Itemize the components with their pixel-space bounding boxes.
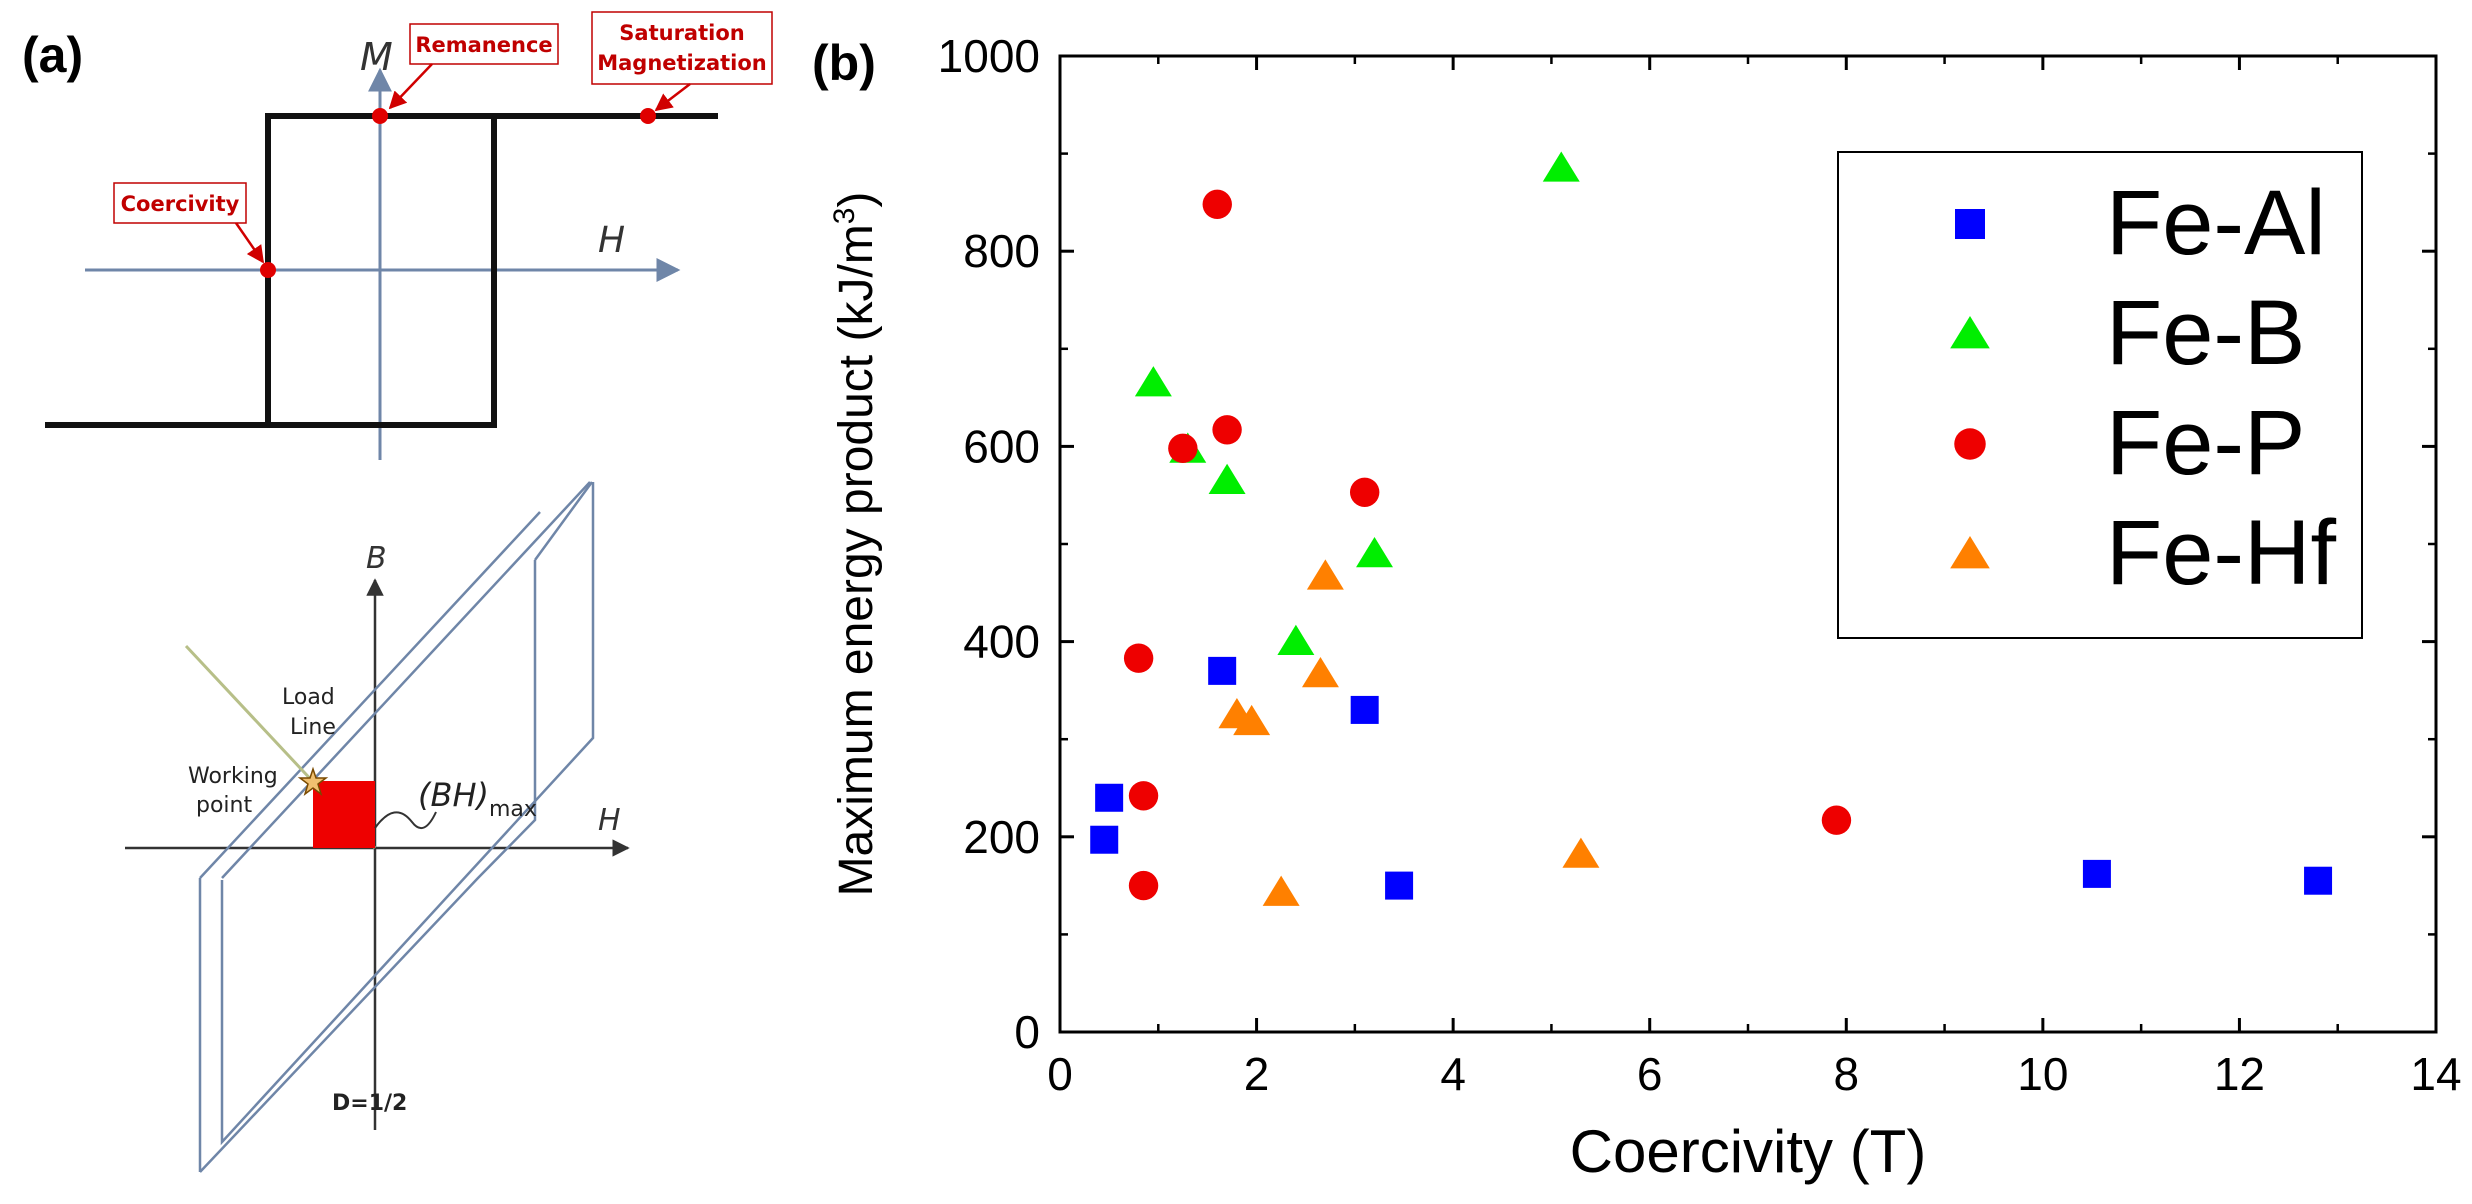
point-fe-al bbox=[1385, 871, 1414, 900]
panel-a: (a) M H Remanence Saturation Magnetizati… bbox=[22, 11, 773, 1173]
coercivity-callout: Coercivity bbox=[121, 192, 240, 216]
legend-marker-fe-al bbox=[1955, 209, 1985, 239]
y-axis-label-sup: 3 bbox=[828, 208, 861, 225]
point-fe-p bbox=[1202, 189, 1232, 220]
point-fe-al bbox=[1350, 695, 1379, 724]
remanence-callout-box bbox=[409, 23, 559, 65]
point-fe-hf bbox=[1562, 837, 1600, 868]
point-fe-p bbox=[1123, 643, 1154, 673]
coercivity-callout-box bbox=[113, 182, 247, 224]
x-tick-label: 6 bbox=[1637, 1048, 1663, 1100]
scatter-chart: 0 2 4 6 8 10 12 14 0 200 400 600 800 1000 Coercivity … bbox=[828, 30, 2462, 1185]
working-point-label-2: point bbox=[196, 793, 252, 818]
bh-h-axis-label: H bbox=[598, 803, 621, 838]
saturation-arrow bbox=[654, 83, 691, 112]
point-fe-hf bbox=[1233, 704, 1271, 736]
point-fe-p bbox=[1128, 781, 1159, 811]
coercivity-arrow bbox=[234, 222, 265, 264]
y-tick-label: 800 bbox=[963, 225, 1040, 277]
point-fe-b bbox=[1542, 151, 1580, 182]
remanence-arrow bbox=[388, 63, 433, 110]
x-tick-label: 0 bbox=[1047, 1048, 1073, 1100]
remanence-point bbox=[372, 108, 388, 124]
working-point-label-1: Working bbox=[188, 764, 278, 789]
legend-marker-fe-hf bbox=[1950, 536, 1990, 569]
coercivity-point bbox=[260, 262, 276, 278]
point-fe-p bbox=[1349, 477, 1380, 507]
bh-max-rectangle bbox=[313, 781, 375, 848]
hysteresis-diagram: M H Remanence Saturation Magnetization C… bbox=[45, 11, 773, 460]
bh-max-main: (BH) bbox=[418, 776, 489, 814]
saturation-callout-box bbox=[591, 11, 773, 85]
point-fe-p bbox=[1821, 805, 1852, 835]
axis-ticks: 0 2 4 6 8 10 12 14 0 200 400 600 800 1000 bbox=[938, 30, 2462, 1100]
saturation-callout-line2: Magnetization bbox=[597, 51, 767, 75]
point-fe-b bbox=[1134, 366, 1172, 397]
legend-label-fe-b: Fe-B bbox=[2106, 282, 2305, 384]
point-fe-p bbox=[1168, 433, 1198, 464]
point-fe-b bbox=[1208, 463, 1246, 494]
point-fe-al bbox=[1208, 656, 1237, 685]
legend-label-fe-p: Fe-P bbox=[2106, 392, 2305, 494]
bh-max-label: (BH)max bbox=[418, 776, 537, 822]
point-fe-p bbox=[1212, 415, 1242, 445]
point-fe-b bbox=[1356, 536, 1393, 568]
x-tick-label: 8 bbox=[1833, 1048, 1859, 1100]
x-tick-label: 4 bbox=[1440, 1048, 1466, 1100]
legend-marker-fe-p bbox=[1954, 428, 1986, 460]
bh-max-connector bbox=[374, 811, 437, 830]
x-tick-label: 12 bbox=[2214, 1048, 2265, 1100]
x-axis-label: Coercivity (T) bbox=[1570, 1118, 1927, 1185]
y-tick-label: 1000 bbox=[938, 30, 1040, 82]
h-axis-label: H bbox=[598, 220, 625, 261]
point-fe-al bbox=[1095, 783, 1124, 812]
y-axis-label-end: ) bbox=[830, 192, 883, 208]
y-axis-label-main: Maximum energy product (kJ/m bbox=[830, 224, 883, 896]
demagnetization-factor: D=1/2 bbox=[332, 1091, 407, 1116]
saturation-callout-line1: Saturation bbox=[619, 21, 744, 45]
legend-label-fe-hf: Fe-Hf bbox=[2106, 502, 2336, 604]
remanence-callout: Remanence bbox=[415, 33, 552, 57]
bh-loop-lower bbox=[198, 481, 594, 1173]
point-fe-b bbox=[1277, 624, 1315, 656]
legend-marker-fe-b bbox=[1950, 316, 1990, 349]
bh-loop-upper bbox=[220, 481, 595, 1146]
panel-a-label: (a) bbox=[22, 27, 83, 83]
load-line-label-1: Load bbox=[282, 685, 335, 710]
bh-b-axis-label: B bbox=[366, 541, 387, 576]
legend-label-fe-al: Fe-Al bbox=[2106, 172, 2326, 274]
panel-b: (b) 0 2 4 6 8 10 12 14 0 200 400 600 800 1000 Coerciv… bbox=[812, 30, 2462, 1185]
load-line-label-2: Line bbox=[290, 715, 336, 740]
y-axis-label: Maximum energy product (kJ/m3) bbox=[828, 192, 883, 897]
x-tick-label: 14 bbox=[2410, 1048, 2461, 1100]
bh-max-subscript: max bbox=[489, 797, 537, 822]
point-fe-hf bbox=[1262, 875, 1300, 906]
working-point-star-icon bbox=[297, 766, 329, 796]
saturation-point bbox=[640, 108, 656, 124]
y-tick-label: 600 bbox=[963, 420, 1040, 472]
x-tick-label: 10 bbox=[2017, 1048, 2068, 1100]
y-tick-label: 200 bbox=[963, 811, 1040, 863]
legend-box bbox=[1837, 151, 2363, 639]
point-fe-al bbox=[1090, 825, 1119, 854]
point-fe-p bbox=[1128, 870, 1159, 901]
point-fe-hf bbox=[1301, 657, 1339, 688]
point-fe-al bbox=[2304, 866, 2333, 895]
y-tick-label: 0 bbox=[1014, 1006, 1040, 1058]
point-fe-al bbox=[2082, 859, 2111, 888]
y-tick-label: 400 bbox=[963, 616, 1040, 668]
m-axis-label: M bbox=[360, 35, 393, 79]
point-fe-hf bbox=[1306, 559, 1344, 590]
bh-loop-diagram: B H Load Line Working point (BH)max D=1/… bbox=[125, 481, 630, 1173]
panel-b-label: (b) bbox=[812, 35, 876, 91]
data-points bbox=[1090, 151, 2333, 906]
x-tick-label: 2 bbox=[1244, 1048, 1270, 1100]
